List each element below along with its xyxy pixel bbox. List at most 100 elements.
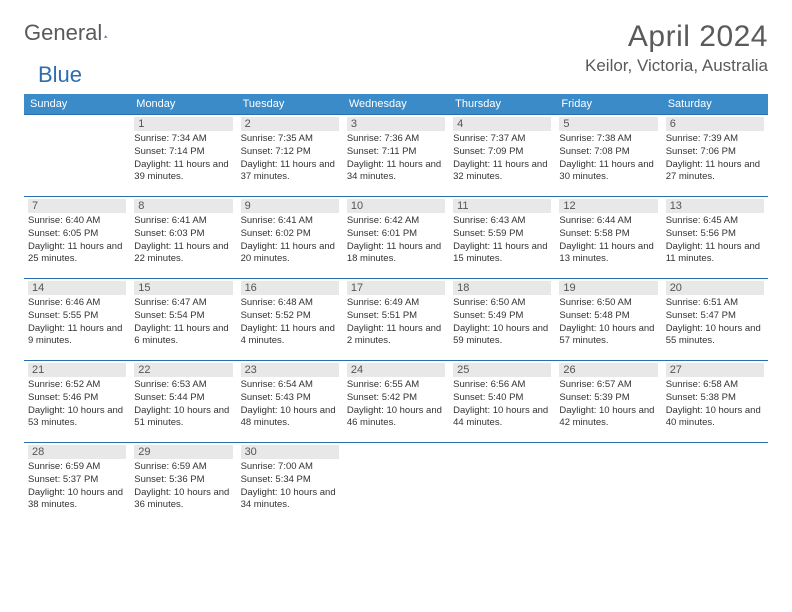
day-number: 2 [241, 117, 339, 131]
day-number: 23 [241, 363, 339, 377]
day-cell: 16 Sunrise: 6:48 AMSunset: 5:52 PMDayligh… [237, 279, 343, 361]
calendar-row: 14 Sunrise: 6:46 AMSunset: 5:55 PMDayligh… [24, 279, 768, 361]
day-info: Sunrise: 7:37 AMSunset: 7:09 PMDaylight:… [453, 133, 551, 184]
day-info: Sunrise: 6:56 AMSunset: 5:40 PMDaylight:… [453, 379, 551, 430]
logo-text-1: General [24, 20, 102, 46]
day-cell: 11 Sunrise: 6:43 AMSunset: 5:59 PMDayligh… [449, 197, 555, 279]
calendar-row: 28 Sunrise: 6:59 AMSunset: 5:37 PMDayligh… [24, 443, 768, 525]
day-cell: 2Sunrise: 7:35 AMSunset: 7:12 PMDaylight… [237, 115, 343, 197]
day-cell: 10 Sunrise: 6:42 AMSunset: 6:01 PMDayligh… [343, 197, 449, 279]
day-number: 21 [28, 363, 126, 377]
day-number: 17 [347, 281, 445, 295]
day-cell: 15 Sunrise: 6:47 AMSunset: 5:54 PMDayligh… [130, 279, 236, 361]
day-number: 27 [666, 363, 764, 377]
day-info: Sunrise: 6:58 AMSunset: 5:38 PMDaylight:… [666, 379, 764, 430]
day-info: Sunrise: 6:44 AMSunset: 5:58 PMDaylight:… [559, 215, 657, 266]
day-number: 1 [134, 117, 232, 131]
day-cell: 5 Sunrise: 7:38 AMSunset: 7:08 PMDaylight… [555, 115, 661, 197]
day-info: Sunrise: 6:49 AMSunset: 5:51 PMDaylight:… [347, 297, 445, 348]
day-info: Sunrise: 6:51 AMSunset: 5:47 PMDaylight:… [666, 297, 764, 348]
day-number: 28 [28, 445, 126, 459]
day-info: Sunrise: 6:54 AMSunset: 5:43 PMDaylight:… [241, 379, 339, 430]
day-cell: 25 Sunrise: 6:56 AMSunset: 5:40 PMDayligh… [449, 361, 555, 443]
dayhead: Thursday [449, 94, 555, 115]
day-info: Sunrise: 6:59 AMSunset: 5:36 PMDaylight:… [134, 461, 232, 512]
day-info: Sunrise: 6:53 AMSunset: 5:44 PMDaylight:… [134, 379, 232, 430]
day-info: Sunrise: 6:47 AMSunset: 5:54 PMDaylight:… [134, 297, 232, 348]
day-cell: 17 Sunrise: 6:49 AMSunset: 5:51 PMDayligh… [343, 279, 449, 361]
day-cell: 29 Sunrise: 6:59 AMSunset: 5:36 PMDayligh… [130, 443, 236, 525]
empty-cell [343, 443, 449, 525]
day-cell: 28 Sunrise: 6:59 AMSunset: 5:37 PMDayligh… [24, 443, 130, 525]
day-number: 24 [347, 363, 445, 377]
day-number: 14 [28, 281, 126, 295]
day-number: 10 [347, 199, 445, 213]
day-cell: 3Sunrise: 7:36 AMSunset: 7:11 PMDaylight… [343, 115, 449, 197]
day-cell: 24 Sunrise: 6:55 AMSunset: 5:42 PMDayligh… [343, 361, 449, 443]
day-number: 20 [666, 281, 764, 295]
day-cell: 4 Sunrise: 7:37 AMSunset: 7:09 PMDaylight… [449, 115, 555, 197]
day-info: Sunrise: 7:38 AMSunset: 7:08 PMDaylight:… [559, 133, 657, 184]
logo: General [24, 20, 128, 46]
day-number: 26 [559, 363, 657, 377]
day-info: Sunrise: 6:55 AMSunset: 5:42 PMDaylight:… [347, 379, 445, 430]
day-cell: 22 Sunrise: 6:53 AMSunset: 5:44 PMDayligh… [130, 361, 236, 443]
calendar-table: SundayMondayTuesdayWednesdayThursdayFrid… [24, 94, 768, 525]
empty-cell [555, 443, 661, 525]
day-cell: 19 Sunrise: 6:50 AMSunset: 5:48 PMDayligh… [555, 279, 661, 361]
day-number: 4 [453, 117, 551, 131]
empty-cell [662, 443, 768, 525]
day-number: 25 [453, 363, 551, 377]
day-cell: 7Sunrise: 6:40 AMSunset: 6:05 PMDaylight… [24, 197, 130, 279]
day-info: Sunrise: 6:59 AMSunset: 5:37 PMDaylight:… [28, 461, 126, 512]
day-number: 29 [134, 445, 232, 459]
day-number: 12 [559, 199, 657, 213]
day-number: 9 [241, 199, 339, 213]
dayhead: Sunday [24, 94, 130, 115]
day-info: Sunrise: 6:42 AMSunset: 6:01 PMDaylight:… [347, 215, 445, 266]
calendar-row: 21 Sunrise: 6:52 AMSunset: 5:46 PMDayligh… [24, 361, 768, 443]
day-number: 6 [666, 117, 764, 131]
day-number: 15 [134, 281, 232, 295]
day-info: Sunrise: 6:52 AMSunset: 5:46 PMDaylight:… [28, 379, 126, 430]
day-cell: 1Sunrise: 7:34 AMSunset: 7:14 PMDaylight… [130, 115, 236, 197]
day-info: Sunrise: 6:43 AMSunset: 5:59 PMDaylight:… [453, 215, 551, 266]
day-cell: 27 Sunrise: 6:58 AMSunset: 5:38 PMDayligh… [662, 361, 768, 443]
day-number: 22 [134, 363, 232, 377]
day-info: Sunrise: 6:46 AMSunset: 5:55 PMDaylight:… [28, 297, 126, 348]
day-info: Sunrise: 6:41 AMSunset: 6:02 PMDaylight:… [241, 215, 339, 266]
day-cell: 20 Sunrise: 6:51 AMSunset: 5:47 PMDayligh… [662, 279, 768, 361]
dayhead: Friday [555, 94, 661, 115]
day-info: Sunrise: 7:00 AMSunset: 5:34 PMDaylight:… [241, 461, 339, 512]
day-info: Sunrise: 6:50 AMSunset: 5:49 PMDaylight:… [453, 297, 551, 348]
day-cell: 13Sunrise: 6:45 AMSunset: 5:56 PMDayligh… [662, 197, 768, 279]
day-cell: 26 Sunrise: 6:57 AMSunset: 5:39 PMDayligh… [555, 361, 661, 443]
month-title: April 2024 [585, 20, 768, 54]
dayhead: Monday [130, 94, 236, 115]
day-cell: 21 Sunrise: 6:52 AMSunset: 5:46 PMDayligh… [24, 361, 130, 443]
dayhead: Saturday [662, 94, 768, 115]
day-number: 5 [559, 117, 657, 131]
day-number: 19 [559, 281, 657, 295]
day-info: Sunrise: 6:57 AMSunset: 5:39 PMDaylight:… [559, 379, 657, 430]
day-info: Sunrise: 6:41 AMSunset: 6:03 PMDaylight:… [134, 215, 232, 266]
day-number: 8 [134, 199, 232, 213]
day-cell: 12 Sunrise: 6:44 AMSunset: 5:58 PMDayligh… [555, 197, 661, 279]
location: Keilor, Victoria, Australia [585, 56, 768, 76]
day-cell: 14 Sunrise: 6:46 AMSunset: 5:55 PMDayligh… [24, 279, 130, 361]
sail-icon [104, 25, 108, 41]
day-number: 18 [453, 281, 551, 295]
day-number: 30 [241, 445, 339, 459]
day-cell: 8 Sunrise: 6:41 AMSunset: 6:03 PMDaylight… [130, 197, 236, 279]
calendar-body: 1Sunrise: 7:34 AMSunset: 7:14 PMDaylight… [24, 115, 768, 525]
title-block: April 2024 Keilor, Victoria, Australia [585, 20, 768, 76]
day-number: 3 [347, 117, 445, 131]
day-cell: 23 Sunrise: 6:54 AMSunset: 5:43 PMDayligh… [237, 361, 343, 443]
day-info: Sunrise: 6:50 AMSunset: 5:48 PMDaylight:… [559, 297, 657, 348]
day-number: 11 [453, 199, 551, 213]
day-number: 16 [241, 281, 339, 295]
day-info: Sunrise: 6:48 AMSunset: 5:52 PMDaylight:… [241, 297, 339, 348]
day-cell: 30 Sunrise: 7:00 AMSunset: 5:34 PMDayligh… [237, 443, 343, 525]
empty-cell [24, 115, 130, 197]
day-info: Sunrise: 7:39 AMSunset: 7:06 PMDaylight:… [666, 133, 764, 184]
